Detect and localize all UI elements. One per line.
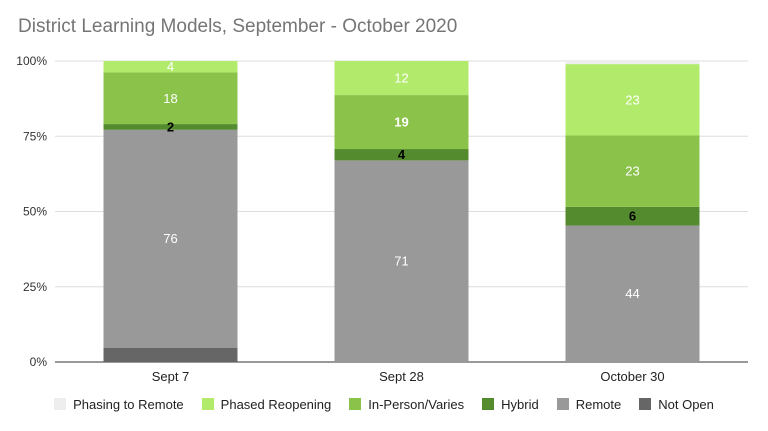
bar-segment: [565, 64, 700, 136]
y-tick-label: 75%: [23, 129, 47, 143]
legend-item: In-Person/Varies: [349, 397, 464, 412]
bar-segment: [103, 72, 238, 125]
y-tick-label: 25%: [23, 280, 47, 294]
bar-segment: [334, 160, 469, 362]
legend-swatch: [349, 398, 362, 410]
data-label: 18: [163, 91, 177, 106]
data-labels: 76 2 18 4 71 4 19 12 44 6 23 23: [163, 59, 639, 301]
y-axis-ticks: 0% 25% 50% 75% 100%: [16, 54, 47, 369]
data-label: 23: [625, 92, 639, 107]
data-label: 12: [394, 71, 408, 86]
bar-segment: [103, 61, 238, 73]
data-label: 4: [398, 147, 406, 162]
bar-segment: [103, 129, 238, 348]
bar-segment: [565, 225, 700, 362]
bar-segment: [565, 61, 700, 65]
data-label: 76: [163, 231, 177, 246]
legend-label: Not Open: [658, 396, 714, 412]
legend-item: Phased Reopening: [201, 396, 332, 412]
legend-label: Hybrid: [501, 396, 539, 412]
legend-item: Not Open: [639, 397, 714, 412]
data-label: 23: [625, 164, 639, 179]
legend-label: Remote: [575, 396, 622, 412]
data-label: 6: [629, 209, 636, 224]
bar-segment: [103, 124, 238, 130]
chart-title: District Learning Models, September - Oc…: [18, 16, 458, 37]
bar-segment: [334, 149, 469, 161]
legend-swatch: [54, 398, 67, 410]
legend-swatch: [482, 398, 495, 410]
data-label: 4: [167, 59, 174, 74]
x-tick-label: Sept 7: [152, 369, 190, 384]
x-tick-label: October 30: [600, 369, 664, 384]
bar-segment: [334, 61, 469, 96]
data-label: 44: [625, 286, 639, 301]
bar-segment: [334, 95, 469, 150]
y-tick-label: 100%: [16, 54, 47, 68]
legend-label: In-Person/Varies: [368, 396, 465, 412]
bar-segment: [565, 135, 700, 207]
bar-segment: [103, 347, 238, 362]
legend-swatch: [556, 398, 569, 410]
legend-item: Phasing to Remote: [54, 397, 184, 412]
legend-item: Hybrid: [482, 397, 539, 412]
data-label: 19: [394, 115, 408, 130]
bars: [103, 61, 700, 362]
bar-segment: [565, 206, 700, 226]
x-axis-ticks: Sept 7 Sept 28 October 30: [152, 369, 665, 384]
legend-label: Phasing to Remote: [73, 396, 184, 412]
x-tick-label: Sept 28: [379, 369, 424, 384]
legend-item: Remote: [556, 396, 622, 412]
chart-legend: Phasing to Remote Phased Reopening In-Pers…: [0, 393, 768, 415]
y-tick-label: 50%: [23, 205, 47, 219]
y-tick-label: 0%: [30, 355, 48, 369]
legend-swatch: [639, 398, 652, 410]
legend-swatch: [201, 398, 214, 410]
data-label: 2: [167, 119, 174, 134]
legend-label: Phased Reopening: [220, 396, 332, 412]
data-label: 71: [394, 254, 408, 269]
